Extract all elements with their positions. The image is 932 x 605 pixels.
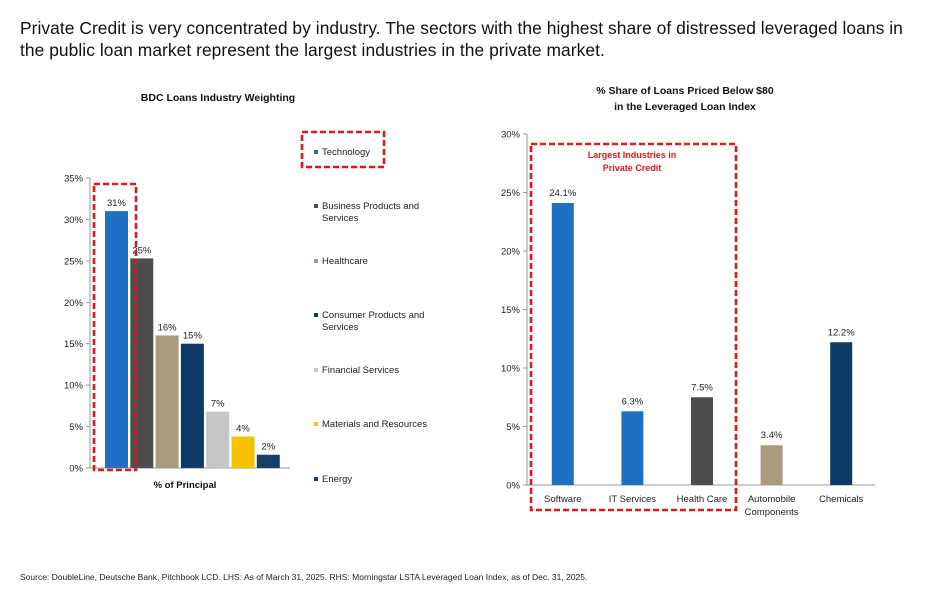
- left-data-label: 16%: [158, 322, 178, 333]
- left-y-tick-label: 30%: [64, 215, 84, 226]
- legend-label: Materials and Resources: [322, 419, 427, 430]
- right-x-tick-label: Software: [544, 494, 582, 505]
- left-y-tick-label: 25%: [64, 256, 84, 267]
- right-bar: [691, 397, 713, 485]
- right-annotation-text: Private Credit: [603, 163, 662, 173]
- left-data-label: 4%: [236, 424, 250, 435]
- right-data-label: 7.5%: [691, 382, 713, 393]
- right-y-tick-label: 20%: [501, 247, 521, 258]
- left-highlight-box: [92, 182, 138, 472]
- left-y-tick-label: 15%: [64, 339, 84, 350]
- right-x-tick-label: Health Care: [677, 494, 728, 505]
- left-bar: [105, 211, 128, 468]
- legend-marker: [314, 422, 318, 426]
- legend-highlight-box: [300, 130, 386, 169]
- right-bar: [760, 445, 783, 485]
- right-chart-title-line: % Share of Loans Priced Below $80: [596, 85, 774, 97]
- right-bars: 24.1% Software 6.3% IT Services 7.5% Health C…: [544, 188, 864, 518]
- left-y-tick-label: 5%: [69, 422, 83, 433]
- legend-label: Financial Services: [322, 365, 399, 376]
- right-bar: [551, 203, 574, 485]
- legend-marker: [314, 150, 318, 154]
- left-y-tick-label: 10%: [64, 381, 84, 392]
- right-data-label: 12.2%: [828, 327, 855, 338]
- left-data-label: 31%: [107, 198, 127, 209]
- right-y-tick-label: 0%: [506, 481, 520, 492]
- legend-marker: [314, 477, 318, 481]
- left-y-tick-label: 0%: [69, 464, 83, 475]
- right-y-tick-label: 30%: [501, 130, 521, 141]
- right-data-label: 24.1%: [549, 188, 576, 199]
- left-bar: [256, 454, 280, 468]
- right-annotation: Largest Industries in Private Credit: [529, 142, 738, 512]
- legend-marker: [314, 204, 318, 208]
- right-x-tick-label: Automobile Components: [745, 494, 799, 518]
- legend-label: Healthcare: [322, 256, 368, 267]
- left-data-label: 25%: [132, 245, 152, 256]
- left-bar: [231, 436, 255, 468]
- legend-label: Technology: [322, 147, 370, 158]
- left-legend: Technology Business Products and Services H…: [300, 130, 427, 485]
- left-data-label: 7%: [211, 399, 225, 410]
- legend-marker: [314, 313, 318, 317]
- left-data-label: 2%: [261, 442, 275, 453]
- right-data-label: 3.4%: [761, 430, 783, 441]
- headline: Private Credit is very concentrated by i…: [20, 18, 903, 60]
- left-data-label: 15%: [183, 331, 203, 342]
- right-y-tick-label: 15%: [501, 305, 521, 316]
- left-y-tick-label: 35%: [64, 174, 84, 185]
- legend-label: Business Products and Services: [322, 201, 419, 224]
- left-y-tick-label: 20%: [64, 298, 84, 309]
- left-bars: 31% 25% 16% 15% 7% 4% 2%: [92, 182, 280, 472]
- left-bar: [130, 258, 154, 468]
- left-chart-title: BDC Loans Industry Weighting: [141, 92, 295, 104]
- left-bar: [180, 343, 204, 468]
- right-bar: [830, 342, 853, 485]
- right-bar: [621, 411, 644, 485]
- left-x-axis-title: % of Principal: [154, 480, 217, 491]
- right-y-tick-label: 5%: [506, 422, 520, 433]
- right-x-tick-label: IT Services: [609, 494, 657, 505]
- legend-marker: [314, 259, 318, 263]
- right-chart-title-line: in the Leveraged Loan Index: [614, 101, 756, 113]
- right-highlight-box: [529, 142, 738, 512]
- right-x-tick-label: Chemicals: [819, 494, 864, 505]
- legend-label: Energy: [322, 474, 352, 485]
- right-y-tick-label: 10%: [501, 364, 521, 375]
- legend-marker: [314, 368, 318, 372]
- right-chart-title: % Share of Loans Priced Below $80 in the …: [596, 85, 774, 113]
- right-annotation-text: Largest Industries in: [588, 150, 677, 160]
- right-data-label: 6.3%: [622, 396, 644, 407]
- source-note: Source: DoubleLine, Deutsche Bank, Pitch…: [20, 572, 588, 582]
- right-y-tick-label: 25%: [501, 188, 521, 199]
- left-bar: [206, 411, 230, 468]
- left-bar: [155, 335, 179, 468]
- legend-label: Consumer Products and Services: [322, 310, 424, 333]
